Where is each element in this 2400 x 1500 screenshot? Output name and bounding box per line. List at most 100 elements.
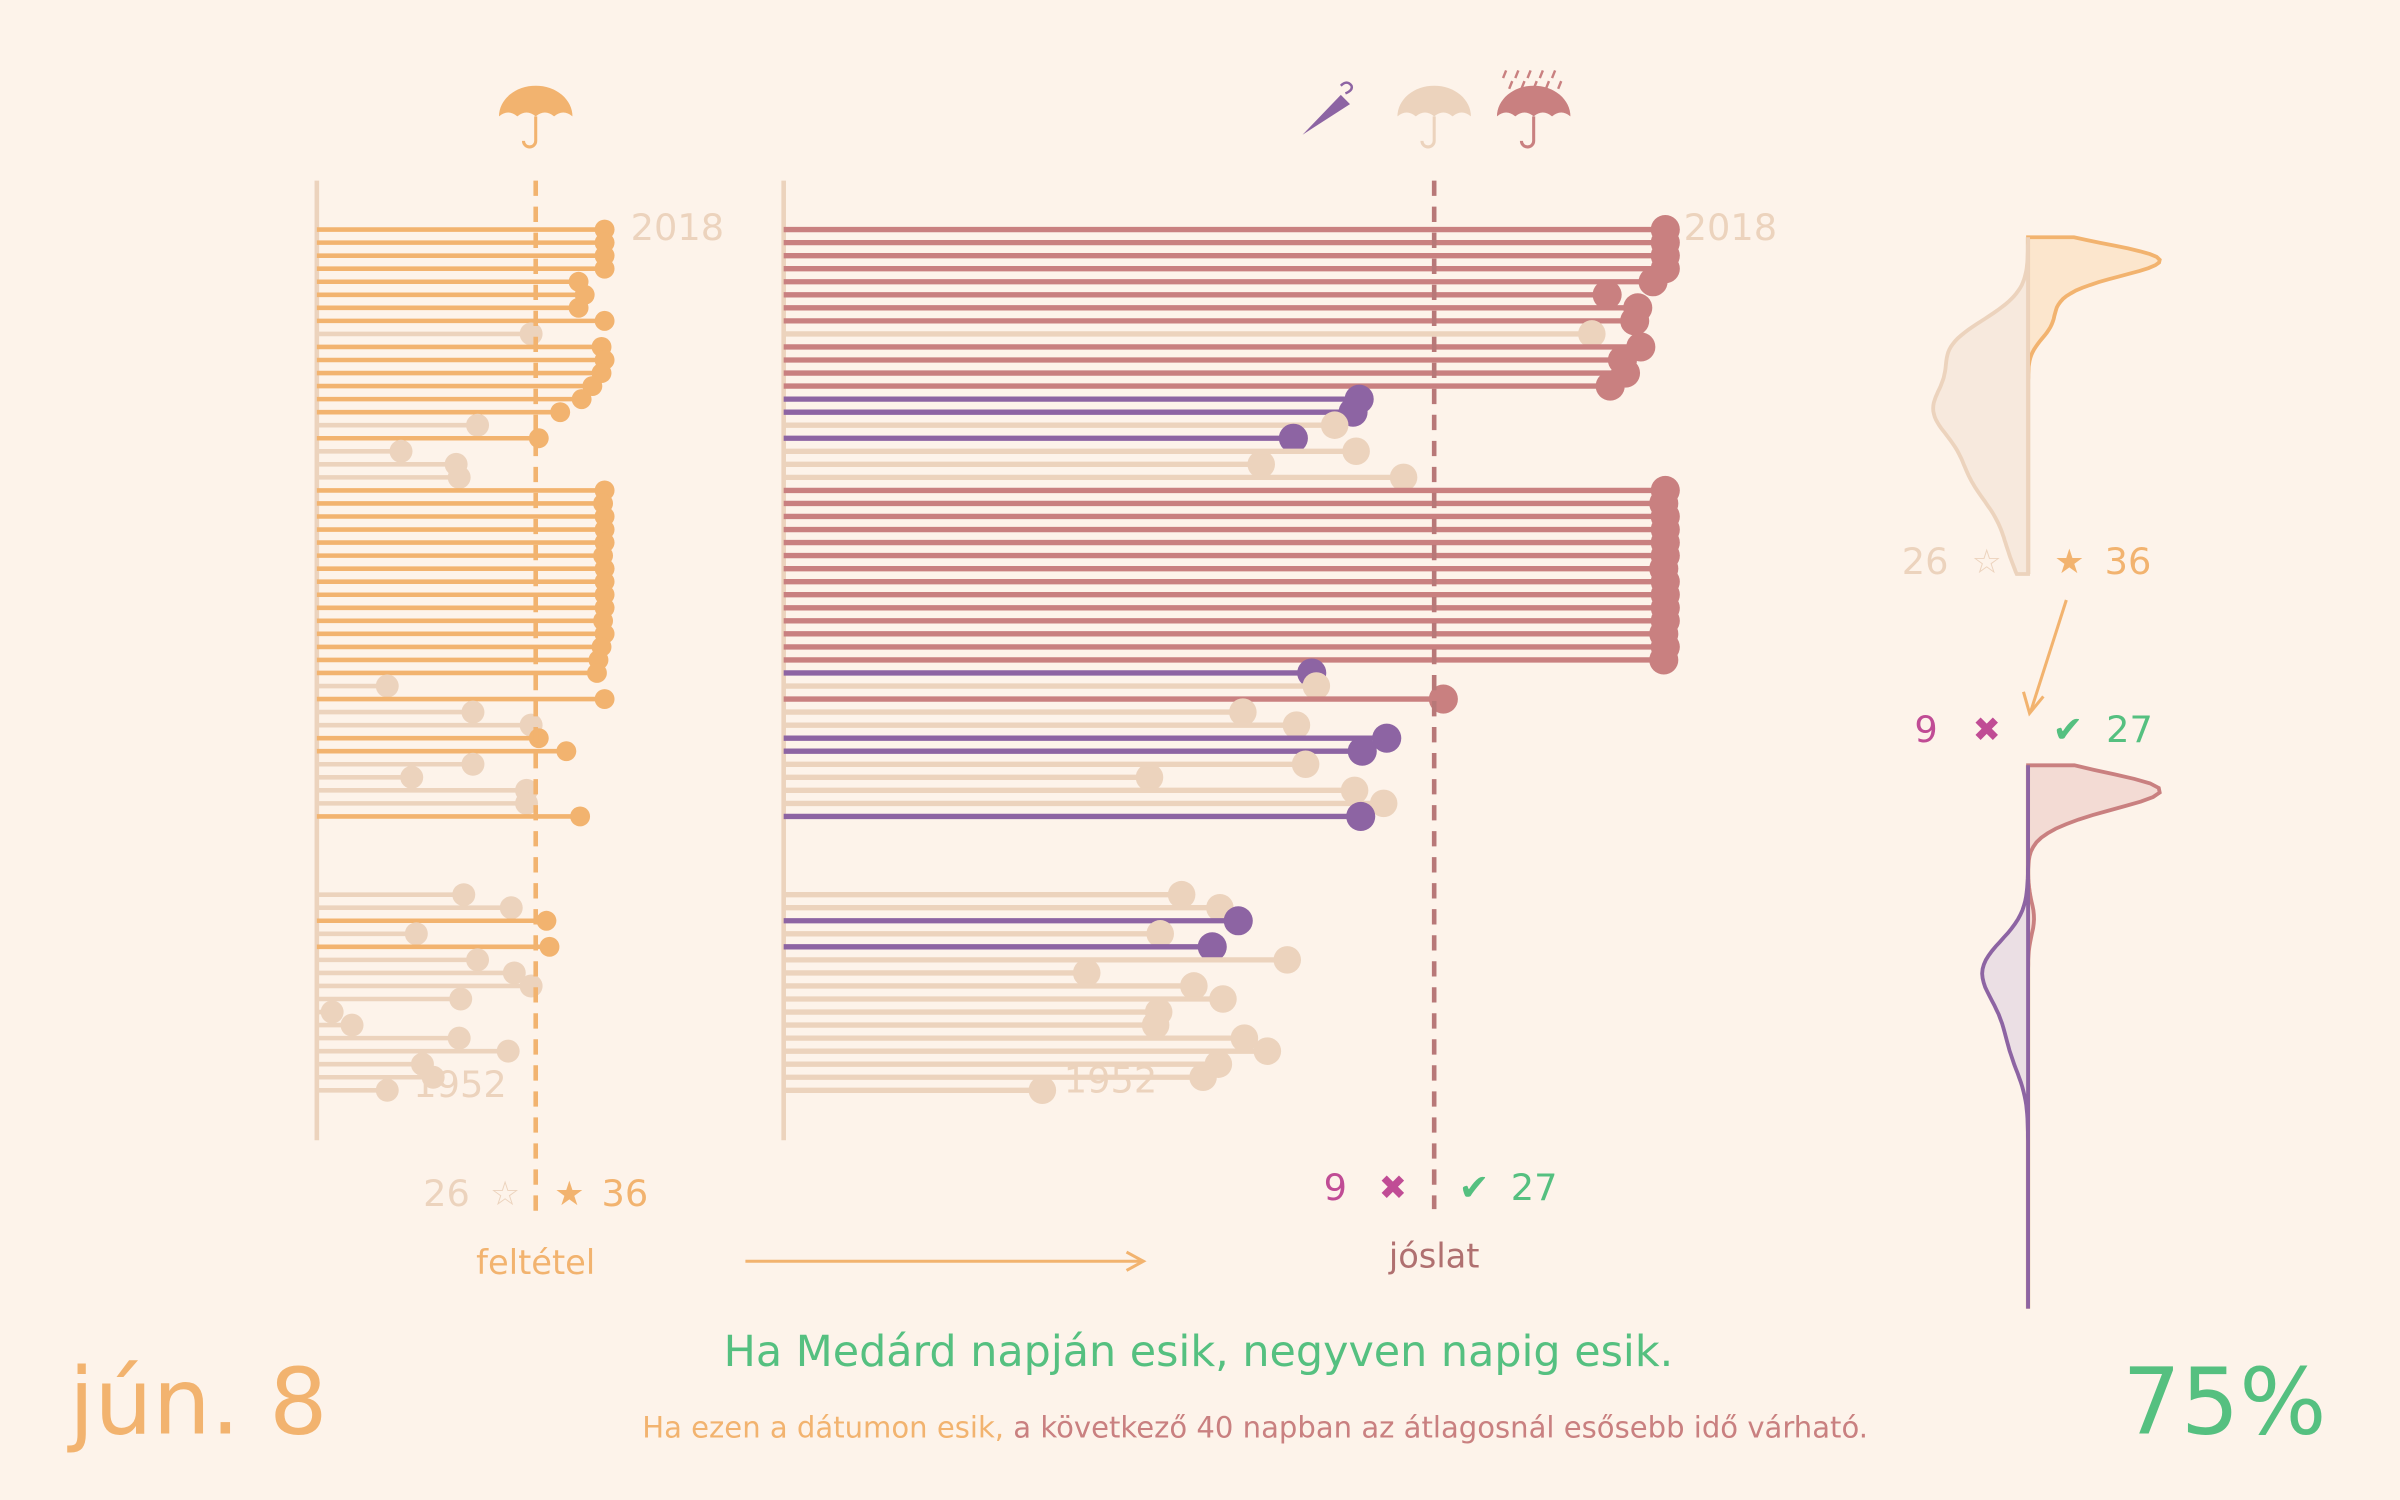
lollipop (316, 663, 607, 683)
subtitle: Ha ezen a dátumon esik, a következő 40 n… (642, 1411, 1868, 1445)
lollipop (783, 972, 1208, 1000)
lollipop (316, 1078, 399, 1102)
lollipop-dot (1223, 906, 1253, 936)
lollipop-dot (539, 936, 560, 957)
lollipop (316, 1026, 471, 1050)
lollipop-dot (1167, 880, 1196, 909)
lollipop (783, 371, 1625, 401)
lollipop-dot (1638, 267, 1668, 297)
lollipop-dot (1347, 736, 1377, 766)
lollipop (783, 320, 1606, 348)
flow-arrow (2021, 599, 2068, 717)
lollipop (316, 961, 526, 985)
lollipop-dot (1229, 698, 1257, 726)
lollipop-dot (1209, 985, 1237, 1013)
lollipop (316, 413, 490, 437)
lollipop (783, 1037, 1282, 1065)
lollipop (316, 439, 413, 463)
lollipop-dot (1592, 280, 1622, 310)
lollipop (783, 789, 1398, 818)
lollipop-dot (1247, 450, 1275, 479)
chart-label: feltétel (476, 1243, 595, 1282)
lollipop (783, 985, 1237, 1013)
count-hit: 27 (2106, 708, 2153, 751)
lollipop-dot (461, 700, 485, 724)
lollipop (783, 763, 1164, 792)
lollipop (783, 932, 1227, 962)
density-curve (1980, 765, 2030, 1309)
lollipop-dot (556, 741, 577, 762)
lollipop-dot (502, 961, 526, 985)
year-label: 2018 (1684, 206, 1777, 249)
subtitle-condition: Ha ezen a dátumon esik, (642, 1411, 1004, 1445)
lollipop-dot (421, 1065, 445, 1089)
lollipop-dot (1302, 672, 1331, 700)
lollipop-dot (1282, 711, 1311, 739)
flow-arrow (745, 1250, 1147, 1272)
lollipop (316, 741, 577, 762)
lollipop-dot (570, 806, 591, 827)
lollipop-dot (1028, 1076, 1057, 1105)
lollipop-dot (1649, 645, 1679, 675)
lollipop (316, 910, 557, 931)
count-below: 26 (423, 1172, 470, 1215)
above-symbol: ★ (554, 1174, 584, 1213)
miss-symbol: ✖ (1379, 1168, 1407, 1207)
lollipop-dot (550, 402, 571, 423)
lollipop (783, 920, 1174, 948)
lollipop-dot (594, 258, 615, 279)
lollipop (783, 645, 1679, 675)
lollipop-dot (320, 1000, 344, 1024)
lollipop-dot (1189, 1063, 1217, 1092)
lollipop (316, 922, 428, 946)
lollipop-dot (568, 297, 589, 318)
lollipop-dot (375, 674, 399, 698)
lollipop (316, 700, 485, 724)
above-symbol: ★ (2054, 542, 2084, 581)
lollipop (783, 880, 1196, 909)
lollipop (783, 1011, 1170, 1039)
chart-label: jóslat (1388, 1237, 1480, 1276)
lollipop-dot (536, 910, 557, 931)
lollipop-dot (1278, 423, 1308, 453)
lollipop (783, 736, 1377, 766)
umbrella-icon (498, 85, 573, 149)
lollipop-dot (1253, 1037, 1282, 1065)
lollipop-dot (1620, 306, 1650, 336)
lollipop-dot (1135, 763, 1164, 792)
lollipop (316, 791, 539, 815)
lollipop-dot (340, 1013, 364, 1037)
lollipop-dot (466, 413, 490, 437)
lollipop-dot (1180, 972, 1208, 1000)
lollipop-dot (447, 1026, 471, 1050)
year-label: 2018 (631, 206, 724, 249)
lollipop (316, 987, 473, 1011)
lollipop (783, 411, 1349, 439)
rain-umbrella-icon (1496, 69, 1571, 149)
lollipop-dot (447, 465, 471, 489)
lollipop-dot (1389, 463, 1418, 492)
lollipop-dot (1230, 1024, 1259, 1052)
lollipop (316, 883, 476, 907)
lollipop-dot (1372, 723, 1402, 753)
lollipop (316, 1065, 445, 1089)
lollipop-dot (404, 922, 428, 946)
lollipop-dot (496, 1039, 520, 1063)
lollipop (316, 402, 571, 423)
below-symbol: ☆ (1972, 542, 2002, 581)
lollipop-dot (449, 987, 473, 1011)
lollipop-dot (389, 439, 413, 463)
hit-symbol: ✔ (2052, 708, 2083, 751)
lollipop-dot (1595, 371, 1625, 401)
lollipop-dot (499, 896, 523, 920)
lollipop-dot (571, 389, 592, 410)
lollipop-dot (1141, 1011, 1170, 1039)
lollipop (783, 423, 1308, 453)
umbrella-icon (1397, 85, 1471, 149)
lollipop (783, 750, 1320, 779)
closed-umbrella-icon (1302, 81, 1353, 135)
lollipop-dot (519, 974, 543, 998)
lollipop (783, 1063, 1217, 1092)
lollipop (783, 776, 1369, 805)
